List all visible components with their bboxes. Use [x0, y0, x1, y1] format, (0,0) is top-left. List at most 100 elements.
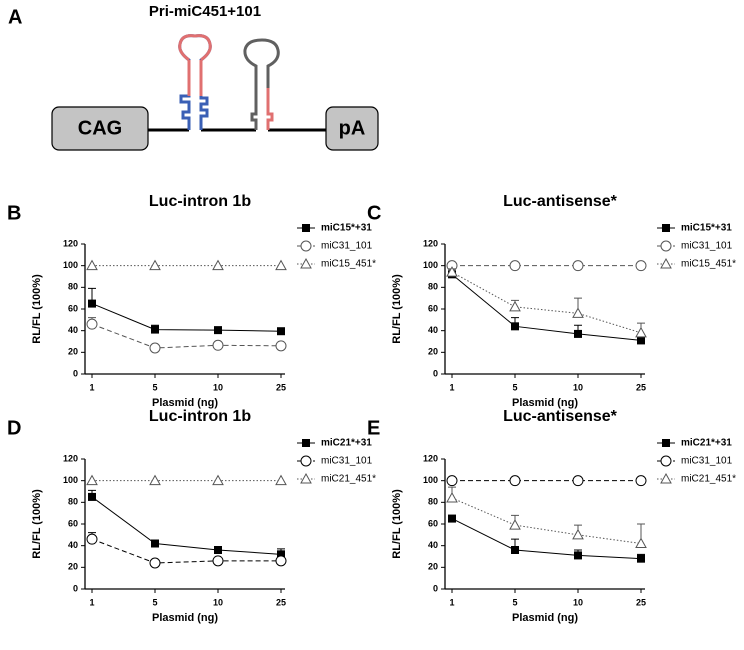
marker: [149, 259, 161, 271]
marker: [275, 555, 287, 567]
y-tick-label: 60: [428, 303, 438, 313]
marker: [635, 260, 647, 272]
marker: [151, 325, 159, 334]
marker: [212, 339, 224, 351]
series-line: [451, 518, 642, 560]
y-tick-label: 0: [73, 368, 78, 378]
marker: [509, 300, 521, 312]
y-tick-label: 80: [428, 282, 438, 292]
legend-label: miC15*+31: [321, 223, 372, 234]
legend-label: miC31_101: [321, 456, 373, 467]
x-tick-label: 5: [152, 382, 157, 392]
legend-marker: [302, 439, 310, 447]
legend-marker: [660, 472, 672, 484]
marker: [635, 326, 647, 338]
marker: [448, 514, 456, 523]
x-tick-label: 25: [636, 382, 646, 392]
x-tick-label: 1: [89, 597, 94, 607]
x-axis-label: Plasmid (ng): [512, 397, 578, 409]
chart-title: Luc-intron 1b: [149, 408, 251, 425]
marker: [574, 329, 582, 338]
legend-marker: [300, 455, 312, 467]
legend-label: miC21*+31: [681, 438, 732, 449]
y-tick-label: 60: [68, 518, 78, 528]
panel-label: C: [367, 202, 381, 224]
y-tick-label: 120: [63, 238, 78, 248]
series-line: [91, 303, 282, 332]
marker: [511, 322, 519, 331]
y-tick-label: 0: [433, 583, 438, 593]
y-tick-label: 100: [63, 260, 78, 270]
marker: [637, 554, 645, 563]
legend-label: miC15_451*: [321, 259, 376, 270]
marker: [277, 550, 285, 559]
y-tick-label: 40: [428, 325, 438, 335]
marker: [151, 539, 159, 548]
marker: [509, 475, 521, 487]
series-line: [91, 538, 281, 564]
marker: [149, 474, 161, 486]
y-tick-label: 40: [68, 540, 78, 550]
chart-title: Luc-intron 1b: [149, 193, 251, 210]
marker: [149, 557, 161, 569]
marker: [275, 474, 287, 486]
y-tick-label: 120: [63, 453, 78, 463]
x-tick-label: 10: [213, 382, 223, 392]
y-tick-label: 120: [423, 238, 438, 248]
y-axis-label: RL/FL (100%): [391, 489, 403, 559]
panel-label: B: [7, 202, 21, 224]
y-tick-label: 80: [428, 497, 438, 507]
x-tick-label: 5: [512, 597, 517, 607]
y-axis-label: RL/FL (100%): [31, 274, 43, 344]
series-line: [451, 497, 642, 544]
y-tick-label: 20: [428, 562, 438, 572]
series-line: [91, 496, 282, 555]
marker: [88, 492, 96, 501]
legend-label: miC21*+31: [321, 438, 372, 449]
legend-marker: [662, 224, 670, 232]
marker: [446, 475, 458, 487]
y-tick-label: 100: [63, 475, 78, 485]
legend-marker: [302, 224, 310, 232]
legend-label: miC31_101: [681, 456, 733, 467]
marker: [637, 336, 645, 345]
x-axis-label: Plasmid (ng): [152, 612, 218, 624]
construct-diagram: [51, 34, 379, 151]
marker: [275, 259, 287, 271]
marker: [149, 342, 161, 354]
marker: [509, 260, 521, 272]
x-tick-label: 5: [152, 597, 157, 607]
legend-marker: [662, 439, 670, 447]
y-tick-label: 20: [68, 562, 78, 572]
x-tick-label: 1: [449, 597, 454, 607]
x-axis-label: Plasmid (ng): [152, 397, 218, 409]
marker: [214, 546, 222, 554]
marker: [275, 340, 287, 352]
x-tick-label: 10: [573, 382, 583, 392]
x-tick-label: 25: [276, 382, 286, 392]
panel-label: A: [8, 6, 22, 28]
node-label: CAG: [78, 117, 122, 139]
chart-title: Luc-antisense*: [503, 193, 618, 210]
legend-marker: [660, 257, 672, 269]
y-tick-label: 60: [428, 518, 438, 528]
marker: [509, 519, 521, 530]
series-line: [451, 273, 642, 341]
y-tick-label: 40: [428, 540, 438, 550]
y-tick-label: 40: [68, 325, 78, 335]
legend-label: miC21_451*: [681, 474, 736, 485]
x-tick-label: 10: [573, 597, 583, 607]
marker: [212, 259, 224, 271]
marker: [635, 475, 647, 487]
x-tick-label: 25: [636, 597, 646, 607]
y-tick-label: 0: [433, 368, 438, 378]
marker: [635, 537, 647, 548]
legend-label: miC21_451*: [321, 474, 376, 485]
y-tick-label: 20: [428, 347, 438, 357]
marker: [511, 546, 519, 554]
marker: [212, 555, 224, 567]
x-tick-label: 10: [213, 597, 223, 607]
y-tick-label: 120: [423, 453, 438, 463]
panel-label: E: [367, 417, 380, 439]
